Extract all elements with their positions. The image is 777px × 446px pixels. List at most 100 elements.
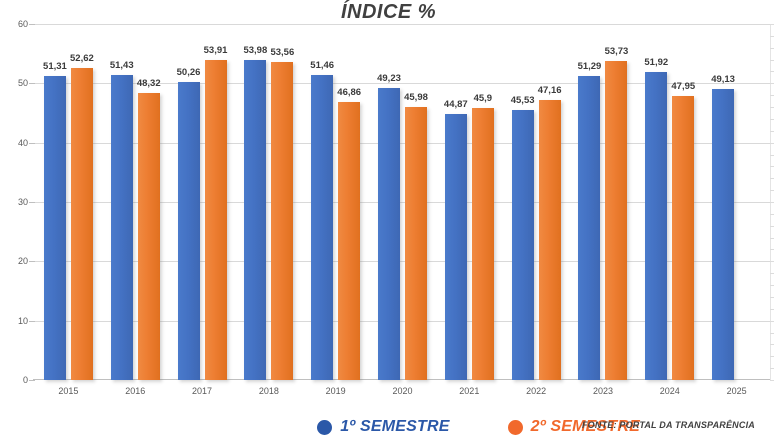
bar-2025-serie1 [712, 88, 735, 380]
y-axis-tick [29, 320, 35, 322]
bar-value-label: 53,91 [203, 45, 228, 57]
bar-value-label: 45,98 [404, 92, 428, 104]
y-axis-label: 60 [17, 19, 28, 29]
plot-area: 0 10 20 30 40 50 60 51,31 52,62 2015 51,43 48,32 201… [18, 19, 774, 396]
right-minor-tick [770, 320, 774, 322]
y-axis-label: 50 [17, 78, 28, 89]
bar-2020-serie1 [378, 87, 400, 380]
right-minor-tick [770, 237, 774, 239]
right-minor-tick [770, 190, 774, 192]
source-note: FONTE: PORTAL DA TRANSPARÊNCIA [581, 420, 755, 430]
x-axis-line [33, 379, 770, 380]
x-axis-label: 2018 [258, 386, 279, 396]
bar-2015-serie1 [43, 75, 66, 380]
bar-value-label: 51,31 [43, 60, 67, 72]
y-axis-tick [29, 24, 35, 25]
gridline [35, 24, 770, 25]
right-minor-tick [770, 59, 774, 61]
bar-value-label: 51,29 [577, 60, 602, 72]
right-minor-tick [770, 130, 774, 132]
right-minor-tick [770, 296, 774, 298]
x-axis-label: 2019 [325, 386, 346, 396]
bar-value-label: 53,98 [243, 44, 268, 56]
y-axis-tick [29, 83, 35, 85]
bar-value-label: 48,32 [136, 78, 161, 90]
right-minor-tick [770, 166, 774, 168]
bar-value-label: 51,92 [644, 56, 669, 68]
bar-value-label: 51,43 [109, 59, 134, 71]
x-axis-label: 2015 [58, 386, 79, 396]
right-minor-tick [770, 273, 774, 275]
x-axis-label: 2020 [392, 386, 413, 396]
right-minor-tick [770, 380, 774, 381]
bar-2016-serie1 [110, 74, 133, 380]
bar-value-label: 47,95 [671, 80, 696, 92]
bar-value-label: 45,53 [510, 94, 535, 106]
bar-value-label: 47,16 [537, 85, 562, 97]
right-minor-tick [770, 249, 774, 251]
legend-circle-icon [507, 419, 523, 435]
right-minor-tick [770, 24, 774, 25]
bar-value-label: 45,9 [473, 92, 493, 104]
right-minor-tick [770, 332, 774, 334]
x-axis-label: 2023 [592, 386, 613, 396]
y-axis-label: 30 [17, 197, 28, 207]
right-minor-tick [770, 47, 774, 49]
bar-2019-serie1 [311, 74, 334, 380]
right-minor-tick [770, 356, 774, 358]
right-minor-tick [770, 202, 774, 203]
bar-2019-serie2 [338, 101, 361, 380]
y-axis-label: 20 [17, 256, 28, 267]
bar-2016-serie2 [137, 93, 160, 380]
y-axis-label: 40 [17, 137, 28, 148]
right-minor-tick [770, 71, 774, 73]
gridline [35, 261, 770, 263]
legend-label: 2º SEMESTRE [530, 418, 640, 435]
bar-value-label: 51,46 [310, 59, 335, 71]
bar-2015-serie2 [70, 67, 93, 380]
chart-title: ÍNDICE % [0, 1, 777, 24]
x-axis-label: 2024 [659, 386, 680, 396]
legend-label: 1º SEMESTRE [340, 418, 450, 435]
bar-2024-serie2 [672, 95, 695, 380]
chart-title-text: ÍNDICE % [330, 1, 447, 24]
right-minor-tick [770, 285, 774, 287]
legend: 1º SEMESTRE 2º SEMESTRE [0, 414, 640, 440]
bar-2018-serie2 [271, 62, 294, 380]
right-minor-tick [770, 178, 774, 180]
bar-value-label: 44,87 [443, 98, 468, 110]
right-minor-tick [770, 35, 774, 37]
x-axis-label: 2025 [726, 386, 747, 396]
bar-2017-serie2 [204, 60, 227, 380]
right-minor-tick [770, 95, 774, 97]
right-minor-tick [770, 308, 774, 310]
right-minor-tick [770, 225, 774, 227]
y-axis-tick [29, 202, 35, 203]
bar-2023-serie2 [605, 61, 628, 380]
legend-item-serie2: 2º SEMESTRE [507, 418, 640, 436]
y-axis-label: 0 [22, 375, 28, 385]
legend-item-serie1: 1º SEMESTRE [317, 418, 449, 436]
bar-value-label: 50,26 [176, 66, 201, 78]
bar-value-label: 52,62 [70, 52, 94, 64]
bar-2023-serie1 [578, 75, 601, 380]
bar-2021-serie1 [444, 113, 467, 380]
right-minor-tick [770, 107, 774, 109]
y-axis-tick [29, 380, 35, 381]
bar-value-label: 49,13 [711, 73, 735, 85]
bar-2022-serie2 [538, 100, 561, 380]
bar-2021-serie2 [471, 107, 494, 380]
bar-value-label: 46,86 [337, 86, 362, 98]
legend-circle-icon [317, 419, 333, 435]
right-minor-tick [770, 154, 774, 156]
right-minor-tick [770, 118, 774, 120]
y-axis-label: 10 [17, 315, 28, 326]
x-axis-label: 2017 [192, 386, 213, 396]
gridline [35, 320, 770, 322]
y-axis-tick [29, 261, 35, 263]
bar-2022-serie1 [511, 109, 534, 380]
gridline [35, 142, 770, 144]
bar-2020-serie2 [405, 107, 427, 380]
y-axis-tick [29, 142, 35, 144]
